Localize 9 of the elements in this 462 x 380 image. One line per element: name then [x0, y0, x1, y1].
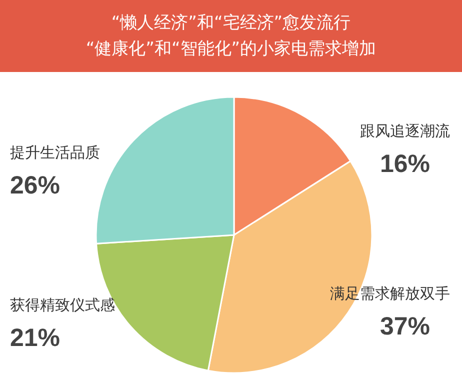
data-label: 21%	[10, 324, 60, 352]
slice-label: 获得精致仪式感	[10, 296, 115, 314]
data-label: 26%	[10, 172, 60, 200]
data-label: 16%	[380, 150, 430, 178]
chart-title: “懒人经济”和“宅经济”愈发流行 “健康化”和“智能化”的小家电需求增加	[86, 12, 376, 61]
data-label: 37%	[380, 312, 430, 341]
slice-label: 提升生活品质	[10, 144, 100, 162]
slice-label: 跟风追逐潮流	[360, 122, 450, 140]
slice-label: 满足需求解放双手	[330, 284, 450, 303]
